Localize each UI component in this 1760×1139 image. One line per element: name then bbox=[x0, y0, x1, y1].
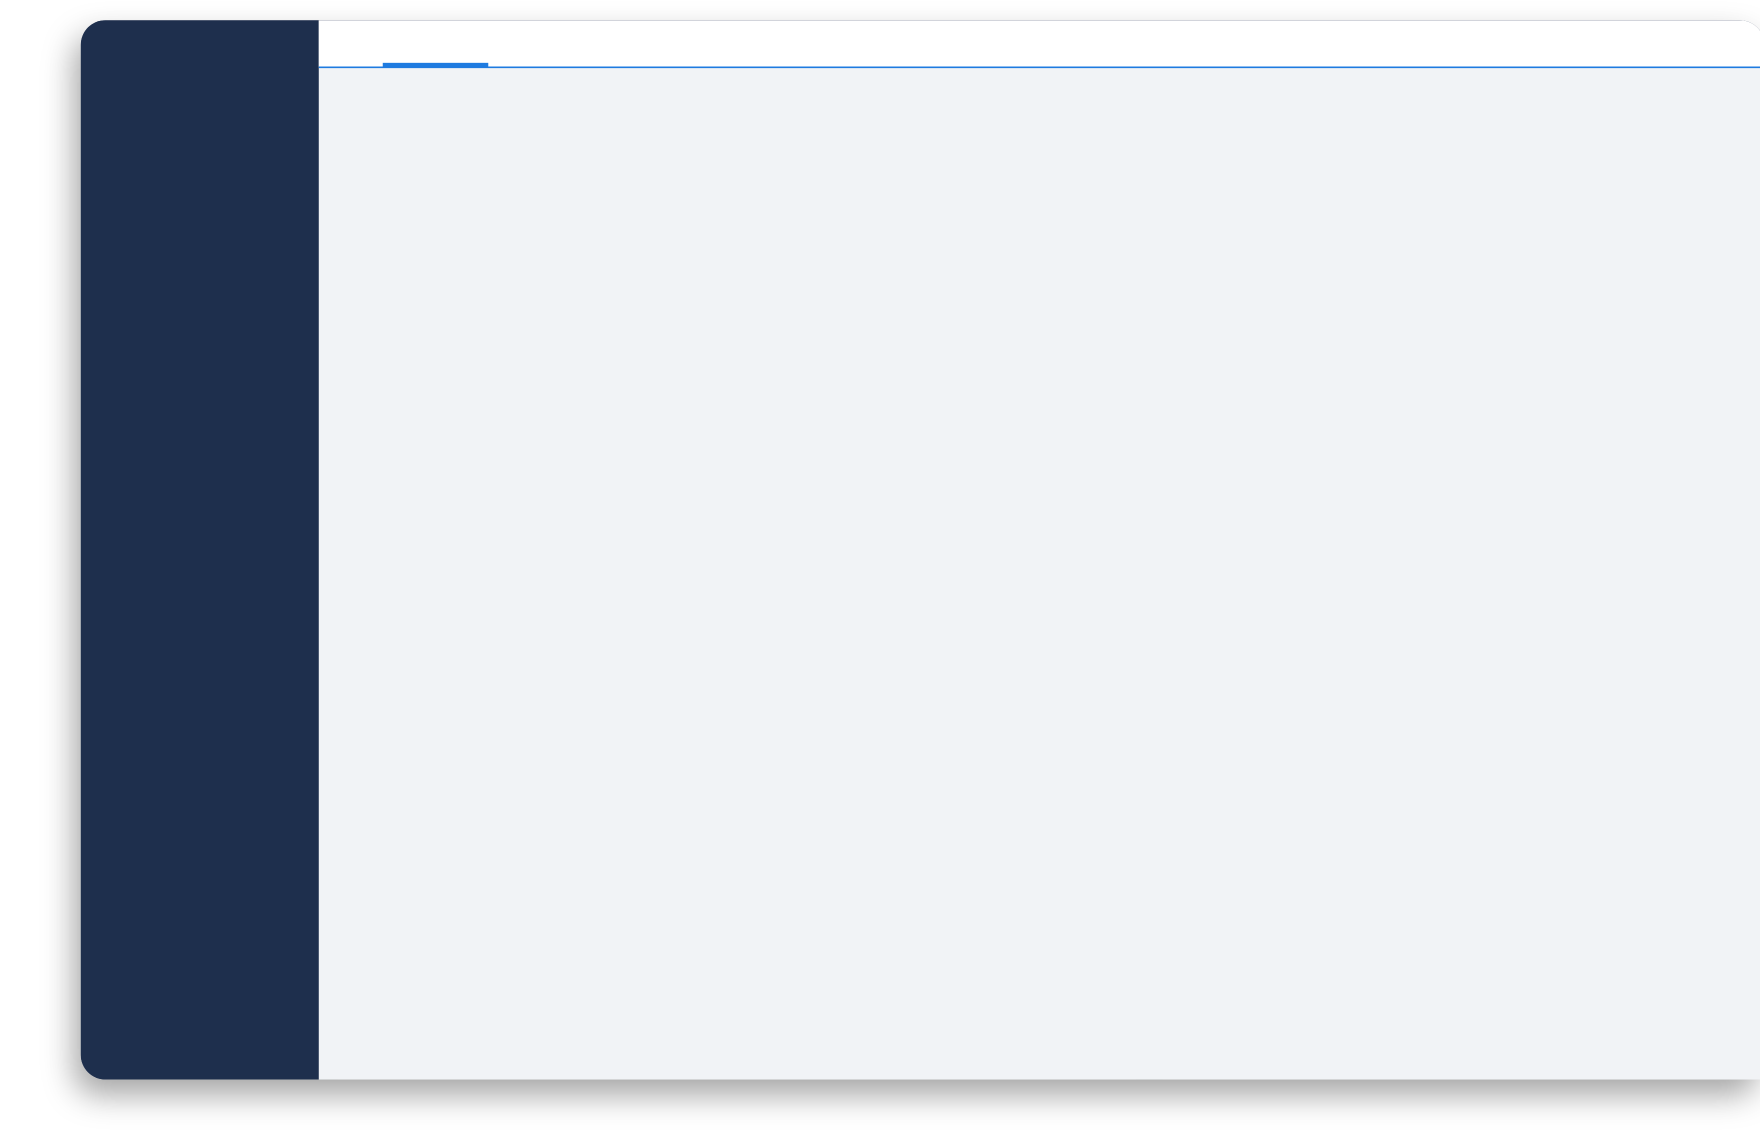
active-tab-indicator bbox=[382, 62, 489, 67]
tab-bar bbox=[318, 20, 1760, 68]
app bbox=[80, 20, 1760, 1080]
main bbox=[318, 20, 1760, 1080]
sidebar bbox=[80, 20, 319, 1080]
